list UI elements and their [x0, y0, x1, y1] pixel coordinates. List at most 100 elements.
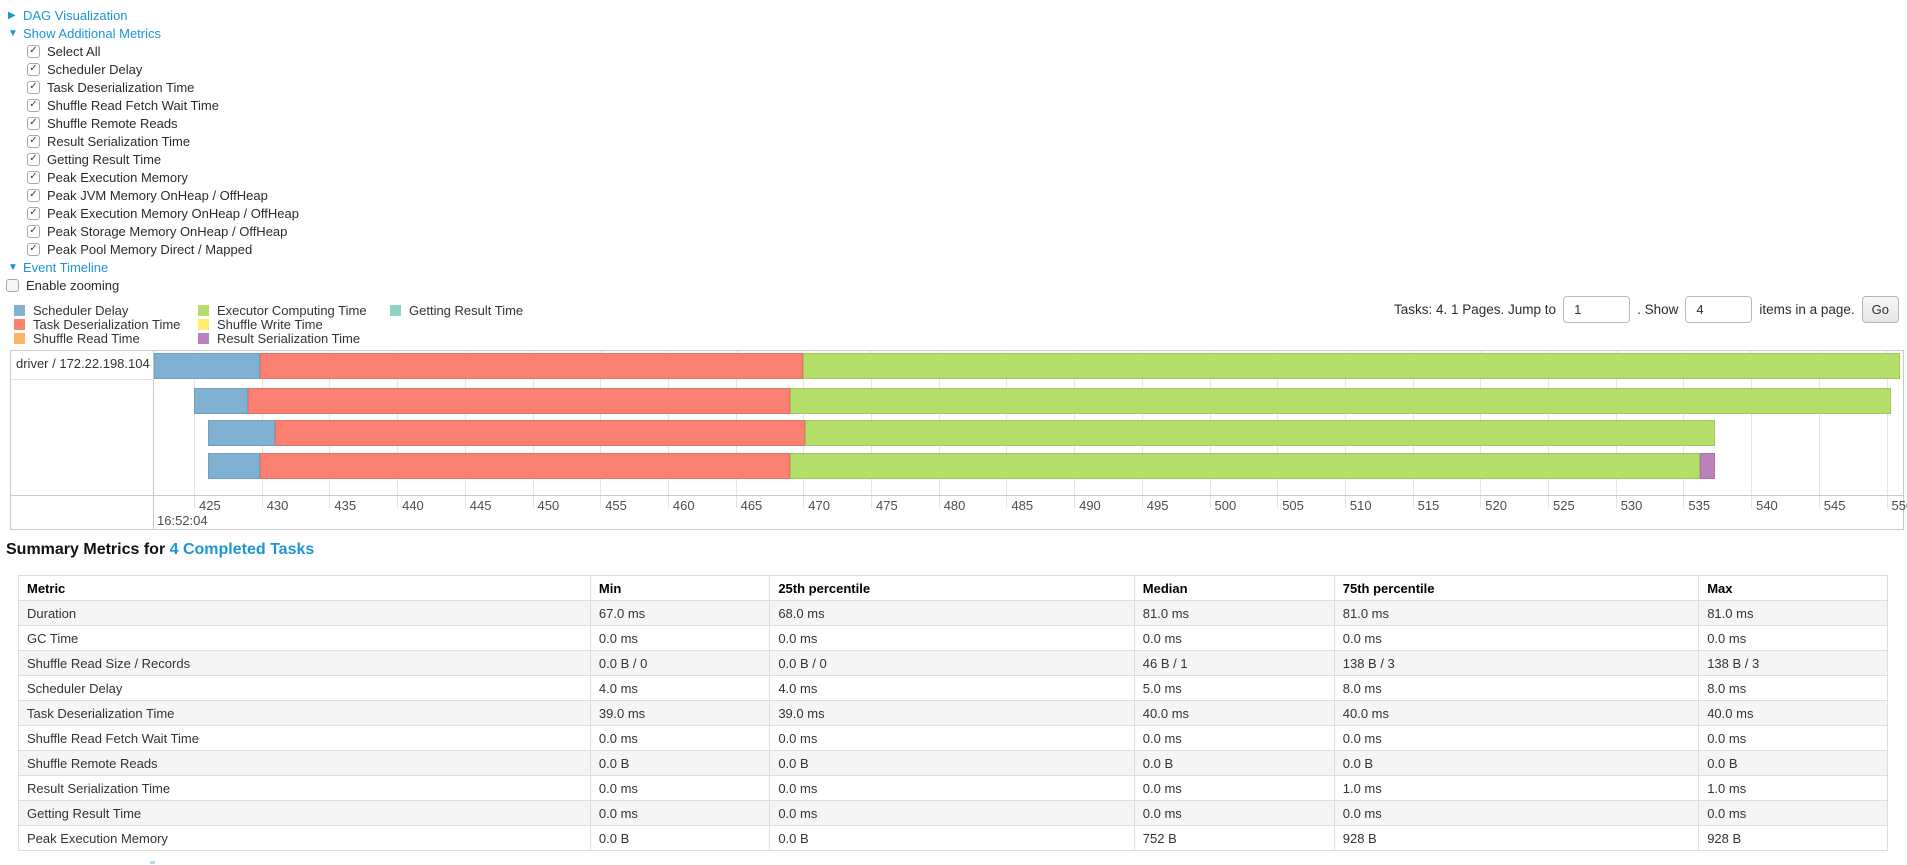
metric-checkbox-row: ✓ Shuffle Read Fetch Wait Time: [0, 96, 299, 114]
metric-value-cell: 0.0 ms: [1133, 800, 1335, 826]
metric-value-cell: 0.0 ms: [1133, 775, 1335, 801]
task-bar-segment-scheduler_delay[interactable]: [154, 353, 261, 379]
metric-checkbox[interactable]: ✓: [27, 134, 40, 148]
tick-mark: [1615, 496, 1617, 508]
metric-value-cell: 0.0 B: [1698, 750, 1888, 776]
tick-mark: [1683, 496, 1685, 508]
task-bar-segment-executor_computing[interactable]: [803, 353, 1901, 379]
metric-value-cell: 68.0 ms: [769, 600, 1135, 626]
metric-value-cell: 4.0 ms: [769, 675, 1135, 701]
gridline: [194, 351, 195, 495]
tick-label: 510: [1349, 498, 1372, 513]
metric-value-cell: 0.0 ms: [1133, 725, 1335, 751]
metric-checkbox[interactable]: ✓: [27, 224, 40, 238]
tick-mark: [1818, 496, 1820, 508]
jump-to-page-input[interactable]: [1563, 295, 1631, 323]
metric-value-cell: 0.0 ms: [1698, 800, 1888, 826]
legend-item-getting_result: Getting Result Time: [390, 303, 523, 318]
metric-checkbox-label: Select All: [47, 43, 101, 59]
items-in-page-text: items in a page.: [1759, 301, 1855, 317]
metric-value-cell: 928 B: [1698, 825, 1888, 851]
task-bar-segment-executor_computing[interactable]: [789, 453, 1700, 479]
summary-metrics-title: Summary Metrics for 4 Completed Tasks: [6, 541, 314, 559]
metric-checkbox-row: ✓ Peak Execution Memory: [0, 168, 299, 186]
metric-checkbox-label: Peak Execution Memory: [47, 169, 188, 185]
event-timeline-toggle[interactable]: ▼ Event Timeline: [0, 258, 299, 276]
metric-checkbox-label: Getting Result Time: [47, 151, 162, 167]
tick-mark: [464, 496, 466, 508]
metric-value-cell: 39.0 ms: [769, 700, 1135, 726]
completed-tasks-link[interactable]: 4 Completed Tasks: [169, 541, 315, 558]
task-bar-segment-executor_computing[interactable]: [804, 420, 1715, 446]
items-per-page-input[interactable]: [1685, 295, 1753, 323]
metric-value-cell: 138 B / 3: [1333, 650, 1700, 676]
show-additional-metrics-link[interactable]: Show Additional Metrics: [23, 25, 162, 41]
task-bar-segment-executor_computing[interactable]: [789, 388, 1891, 414]
tick-mark: [1141, 496, 1143, 508]
go-button[interactable]: Go: [1861, 295, 1899, 323]
metric-value-cell: 40.0 ms: [1133, 700, 1335, 726]
metric-checkbox[interactable]: ✓: [27, 62, 40, 76]
metric-name-cell: Task Deserialization Time: [18, 700, 591, 726]
task-bar-segment-result_serialization[interactable]: [1699, 453, 1715, 479]
metric-checkbox-label: Scheduler Delay: [47, 61, 143, 77]
enable-zooming-checkbox[interactable]: [6, 278, 19, 292]
metric-checkbox[interactable]: ✓: [27, 188, 40, 202]
dag-visualization-link[interactable]: DAG Visualization: [23, 7, 128, 23]
task-bar-segment-scheduler_delay[interactable]: [207, 453, 261, 479]
stage-controls: ▶ DAG Visualization ▼ Show Additional Me…: [0, 6, 299, 294]
task-bar-segment-task_deserialization[interactable]: [260, 353, 804, 379]
getting_result-swatch-icon: [390, 304, 401, 316]
tick-label: 535: [1688, 498, 1711, 513]
metric-checkbox[interactable]: ✓: [27, 80, 40, 94]
metric-checkbox-label: Shuffle Read Fetch Wait Time: [47, 97, 219, 113]
metric-value-cell: 0.0 ms: [769, 775, 1135, 801]
summary-metrics-table: Metric Min 25th percentile Median 75th perce…: [18, 575, 1888, 851]
metric-checkbox[interactable]: ✓: [27, 206, 40, 220]
metric-value-cell: 81.0 ms: [1133, 600, 1335, 626]
metric-value-cell: 0.0 ms: [1333, 625, 1700, 651]
metric-checkbox[interactable]: ✓: [27, 170, 40, 184]
dag-visualization-toggle[interactable]: ▶ DAG Visualization: [0, 6, 299, 24]
metric-value-cell: 1.0 ms: [1698, 775, 1888, 801]
legend-item-executor_computing: Executor Computing Time: [198, 302, 367, 318]
tick-mark: [261, 496, 263, 508]
metric-name-cell: Scheduler Delay: [18, 675, 591, 701]
event-timeline-link[interactable]: Event Timeline: [23, 259, 109, 275]
metric-checkbox[interactable]: ✓: [27, 44, 40, 58]
metric-checkbox[interactable]: ✓: [27, 98, 40, 112]
metric-checkbox-row: ✓ Peak JVM Memory OnHeap / OffHeap: [0, 186, 299, 204]
table-header-cell: Min: [589, 575, 771, 601]
tick-mark: [1751, 496, 1753, 508]
table-row: Shuffle Read Size / Records 0.0 B / 0 0.0 …: [18, 650, 1888, 676]
task-bar-segment-scheduler_delay[interactable]: [194, 388, 249, 414]
metric-checkbox-label: Peak JVM Memory OnHeap / OffHeap: [47, 187, 268, 203]
metric-value-cell: 5.0 ms: [1133, 675, 1335, 701]
task-bar-segment-task_deserialization[interactable]: [275, 420, 805, 446]
task-bar-segment-task_deserialization[interactable]: [260, 453, 790, 479]
tick-mark: [1344, 496, 1346, 508]
show-additional-metrics-toggle[interactable]: ▼ Show Additional Metrics: [0, 24, 299, 42]
table-header-cell: Max: [1698, 575, 1888, 601]
task-bar-segment-scheduler_delay[interactable]: [207, 420, 276, 446]
tick-label: 450: [537, 498, 560, 513]
task-bar-segment-task_deserialization[interactable]: [248, 388, 790, 414]
task-pagination: Tasks: 4. 1 Pages. Jump to . Show items …: [1394, 295, 1899, 323]
legend-label: Task Deserialization Time: [33, 316, 181, 332]
metric-checkbox[interactable]: ✓: [27, 116, 40, 130]
metric-value-cell: 1.0 ms: [1333, 775, 1700, 801]
metric-checkbox[interactable]: ✓: [27, 152, 40, 166]
metric-checkbox-label: Task Deserialization Time: [47, 79, 195, 95]
metric-value-cell: 0.0 B: [769, 825, 1135, 851]
tick-label: 475: [876, 498, 898, 513]
tick-label: 485: [1011, 498, 1034, 513]
legend-label: Scheduler Delay: [33, 302, 129, 318]
legend-item-task_deserialization: Task Deserialization Time: [14, 316, 181, 332]
legend-label: Executor Computing Time: [217, 302, 367, 318]
metric-checkbox[interactable]: ✓: [27, 242, 40, 256]
tick-mark: [1074, 496, 1076, 508]
metric-value-cell: 0.0 B: [589, 825, 771, 851]
metric-value-cell: 0.0 B: [1333, 750, 1700, 776]
metric-value-cell: 752 B: [1133, 825, 1335, 851]
